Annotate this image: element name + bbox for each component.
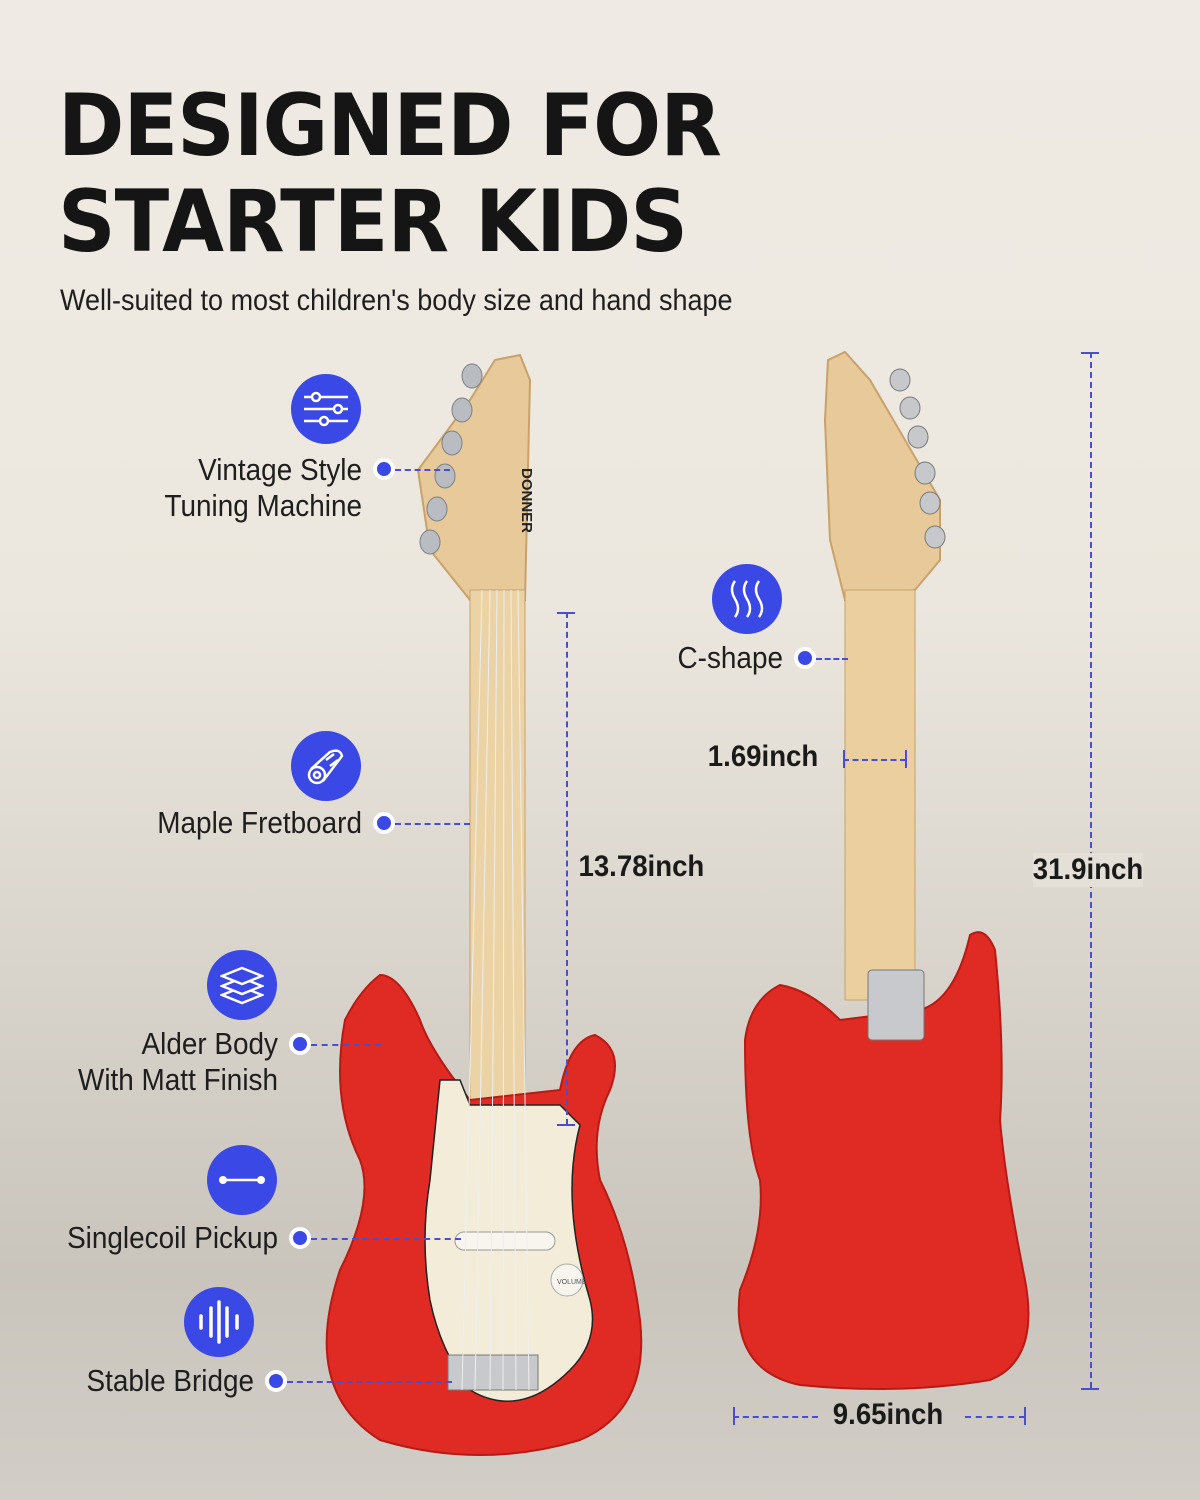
- front-guitar: DONNER VOLUME: [325, 353, 643, 1456]
- label-line: Stable Bridge: [86, 1363, 255, 1398]
- callout-line: [311, 1044, 381, 1046]
- feature-body-label: Alder Body With Matt Finish: [0, 1026, 278, 1098]
- label-line: Alder Body: [141, 1026, 278, 1061]
- label-line: Singlecoil Pickup: [67, 1220, 278, 1255]
- dimension-cap: [1081, 1388, 1099, 1390]
- waves-icon: [712, 564, 782, 634]
- feature-neck-shape-label: C-shape: [603, 640, 783, 676]
- body-width-value: 9.65inch: [832, 1398, 944, 1431]
- brand-logo: DONNER: [518, 468, 535, 533]
- dimension-cap: [557, 612, 575, 614]
- neck-width-line: [843, 759, 906, 761]
- label-line: Vintage Style: [198, 452, 362, 487]
- dimension-cap: [905, 750, 907, 768]
- volume-knob-label: VOLUME: [557, 1279, 587, 1286]
- line-segment-icon: [207, 1145, 277, 1215]
- total-length-value: 31.9inch: [1032, 853, 1144, 887]
- headline: DESIGNED FOR STARTER KIDS: [58, 76, 722, 272]
- label-line: Maple Fretboard: [157, 805, 362, 840]
- callout-dot: [289, 1033, 311, 1055]
- callout-line: [395, 823, 470, 825]
- log-icon: [291, 731, 361, 801]
- feature-fretboard-label: Maple Fretboard: [74, 805, 362, 841]
- body-width-line-right: [965, 1416, 1025, 1418]
- callout-dot: [373, 812, 395, 834]
- dimension-cap: [733, 1407, 735, 1425]
- headline-line-1: DESIGNED FOR: [58, 76, 722, 176]
- subtitle: Well-suited to most children's body size…: [60, 284, 733, 317]
- callout-dot: [794, 647, 816, 669]
- scale-length-line: [566, 612, 568, 1125]
- dimension-cap: [557, 1124, 575, 1126]
- label-line: C-shape: [677, 640, 783, 675]
- back-guitar: [737, 350, 1030, 1390]
- callout-dot: [373, 458, 395, 480]
- callout-line: [287, 1381, 452, 1383]
- callout-line: [311, 1238, 461, 1240]
- layers-icon: [207, 950, 277, 1020]
- label-line: With Matt Finish: [78, 1062, 279, 1097]
- feature-tuning-machine-label: Vintage Style Tuning Machine: [74, 452, 362, 524]
- feature-pickup-label: Singlecoil Pickup: [0, 1220, 278, 1256]
- callout-line: [816, 658, 848, 660]
- neck-width-value: 1.69inch: [707, 740, 819, 773]
- feature-bridge-label: Stable Bridge: [0, 1363, 254, 1399]
- callout-line: [395, 469, 450, 471]
- sound-wave-icon: [184, 1287, 254, 1357]
- headline-line-2: STARTER KIDS: [58, 172, 688, 272]
- sliders-icon: [291, 374, 361, 444]
- label-line: Tuning Machine: [164, 488, 362, 523]
- dimension-cap: [843, 750, 845, 768]
- body-width-line-left: [733, 1416, 818, 1418]
- callout-dot: [289, 1227, 311, 1249]
- scale-length-value: 13.78inch: [578, 850, 705, 883]
- dimension-cap: [1081, 352, 1099, 354]
- callout-dot: [265, 1370, 287, 1392]
- dimension-cap: [1024, 1407, 1026, 1425]
